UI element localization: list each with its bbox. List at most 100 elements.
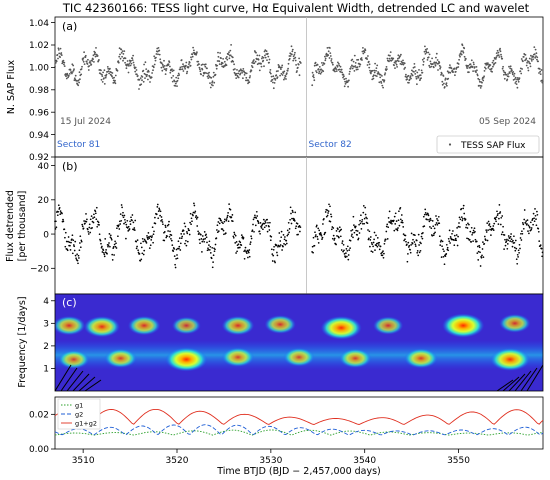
flux-point [324, 57, 327, 60]
flux-point [237, 76, 240, 79]
flux-point [249, 75, 252, 77]
legend-entry: g2 [75, 411, 83, 419]
flux-point [473, 63, 475, 66]
flux-point [329, 52, 332, 54]
flux-point [347, 85, 349, 88]
flux-point [533, 46, 536, 48]
flux-point [358, 65, 361, 68]
flux-point [211, 80, 214, 83]
detrended-point [486, 239, 489, 242]
flux-point [229, 49, 232, 52]
detrended-point [297, 233, 299, 236]
flux-point [311, 71, 314, 74]
flux-point [530, 60, 533, 62]
detrended-point [115, 242, 117, 245]
flux-point [294, 51, 296, 54]
detrended-point [136, 239, 139, 241]
detrended-point [64, 231, 67, 234]
flux-point [534, 48, 537, 51]
flux-point [280, 66, 283, 69]
flux-point [134, 66, 137, 69]
detrended-point [519, 247, 521, 250]
detrended-point [57, 204, 60, 207]
flux-point [425, 50, 428, 53]
detrended-point [499, 211, 502, 213]
flux-point [328, 57, 331, 59]
flux-point [95, 53, 98, 56]
detrended-point [187, 227, 190, 230]
flux-point [487, 67, 490, 69]
detrended-point [369, 239, 372, 241]
flux-point [457, 63, 460, 65]
detrended-point [85, 220, 88, 223]
detrended-point [462, 207, 465, 210]
flux-point [502, 65, 504, 68]
detrended-point [209, 245, 212, 248]
detrended-point [270, 235, 273, 238]
detrended-point [109, 245, 111, 248]
flux-point [478, 78, 481, 81]
flux-point [436, 59, 439, 61]
detrended-point [191, 220, 193, 223]
detrended-point [420, 235, 423, 238]
flux-point [212, 75, 215, 78]
detrended-point [326, 209, 329, 212]
flux-point [176, 79, 179, 82]
flux-point [225, 64, 228, 67]
detrended-point [462, 204, 465, 207]
flux-point [295, 64, 297, 66]
detrended-point [412, 238, 414, 241]
detrended-point [205, 233, 207, 236]
detrended-point [369, 236, 372, 238]
detrended-point [198, 238, 201, 241]
detrended-point [212, 254, 215, 257]
flux-point [161, 69, 164, 72]
detrended-point [312, 251, 314, 254]
flux-point [121, 55, 123, 58]
panel-0-ytick-label: 0.96 [29, 108, 49, 118]
detrended-point [379, 245, 382, 248]
detrended-point [192, 214, 194, 217]
flux-point [135, 69, 138, 71]
detrended-point [89, 231, 92, 234]
flux-point [155, 53, 158, 55]
detrended-point [162, 223, 164, 226]
flux-point [530, 54, 532, 57]
flux-point [504, 71, 507, 74]
flux-point [540, 69, 543, 71]
flux-point [363, 51, 366, 54]
detrended-point [478, 246, 481, 249]
flux-point [505, 73, 508, 76]
coi-hatch-left [60, 367, 78, 391]
flux-point [476, 74, 479, 77]
detrended-point [58, 206, 61, 209]
detrended-point [431, 234, 434, 237]
flux-point [420, 69, 423, 72]
detrended-point [174, 266, 177, 269]
flux-point [413, 71, 415, 73]
flux-point [397, 54, 400, 57]
detrended-point [487, 229, 489, 231]
flux-point [318, 70, 321, 73]
flux-point [354, 65, 357, 67]
detrended-point [163, 231, 166, 233]
detrended-point [508, 237, 511, 240]
detrended-point [372, 241, 375, 244]
flux-point [525, 57, 528, 60]
flux-point [220, 57, 222, 60]
detrended-point [102, 251, 105, 254]
flux-point [414, 73, 417, 75]
flux-point [381, 75, 383, 77]
detrended-point [278, 232, 281, 234]
flux-point [174, 80, 176, 83]
flux-point [425, 51, 428, 54]
detrended-point [342, 243, 345, 246]
flux-point [285, 72, 288, 75]
flux-point [405, 73, 407, 76]
flux-point [497, 54, 500, 56]
detrended-point [516, 262, 519, 265]
detrended-point [445, 253, 448, 255]
flux-point [189, 64, 192, 67]
detrended-point [249, 243, 252, 245]
flux-point [198, 66, 201, 69]
